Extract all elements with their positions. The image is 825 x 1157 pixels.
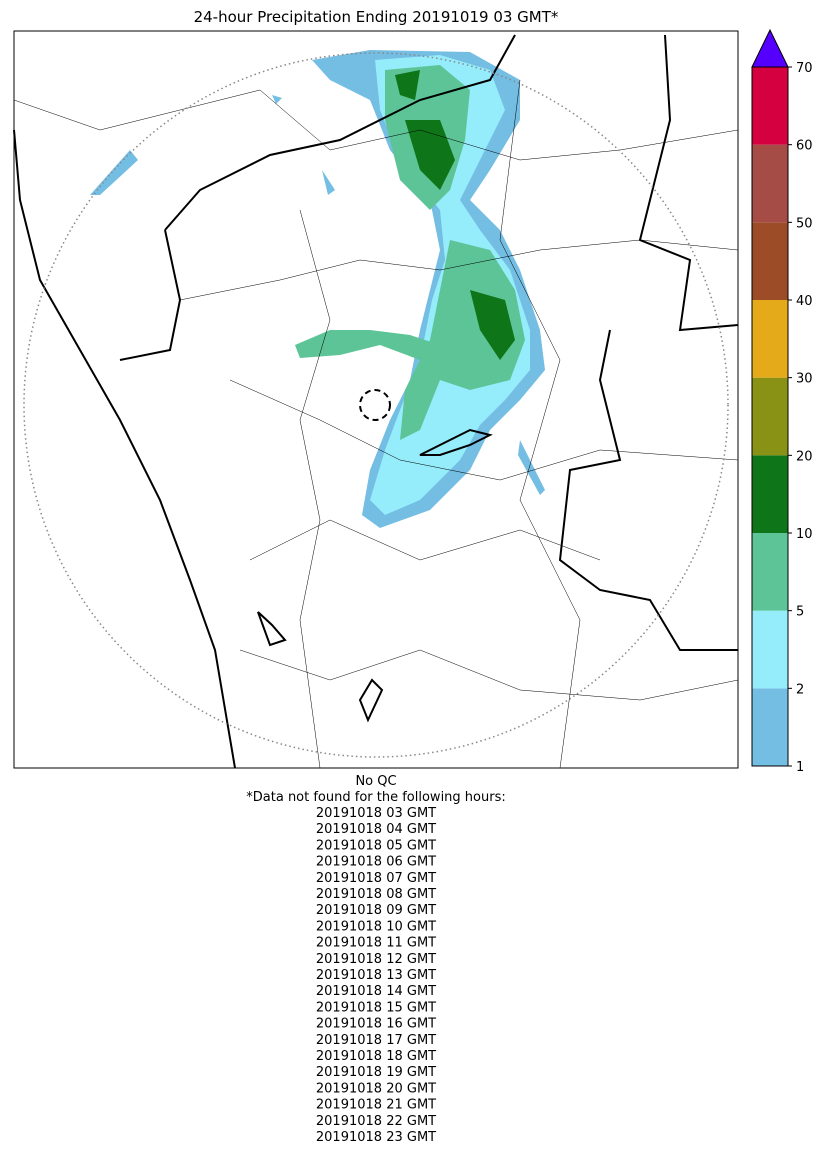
- colorbar-segment: [752, 144, 788, 223]
- colorbar-tick-label: 5: [796, 605, 804, 620]
- colorbar-frame: [751, 66, 789, 767]
- colorbar-tick-label: 10: [796, 527, 813, 542]
- missing-hour: 20191018 12 GMT: [316, 952, 436, 967]
- missing-hour: 20191018 15 GMT: [316, 1000, 436, 1015]
- colorbar-tick-label: 2: [796, 682, 804, 697]
- missing-hour: 20191018 03 GMT: [316, 806, 436, 821]
- colorbar-segment: [752, 222, 788, 300]
- colorbar-segment: [752, 610, 788, 689]
- map: [13, 30, 739, 769]
- missing-note: *Data not found for the following hours:: [246, 790, 505, 805]
- colorbar-tick-label: 30: [796, 372, 813, 387]
- missing-hour: 20191018 14 GMT: [316, 984, 436, 999]
- colorbar-tick-label: 50: [796, 216, 813, 231]
- missing-hour: 20191018 10 GMT: [316, 919, 436, 934]
- missing-hour: 20191018 18 GMT: [316, 1049, 436, 1064]
- missing-hour: 20191018 04 GMT: [316, 822, 436, 837]
- missing-hour: 20191018 06 GMT: [316, 855, 436, 870]
- missing-hour: 20191018 09 GMT: [316, 903, 436, 918]
- missing-hour: 20191018 17 GMT: [316, 1033, 436, 1048]
- colorbar-tick-label: 20: [796, 449, 813, 464]
- missing-hour: 20191018 22 GMT: [316, 1114, 436, 1129]
- missing-hour: 20191018 19 GMT: [316, 1065, 436, 1080]
- footer: No QC *Data not found for the following …: [246, 774, 505, 1145]
- colorbar-tick-label: 1: [796, 760, 804, 775]
- missing-hour: 20191018 08 GMT: [316, 887, 436, 902]
- missing-hour: 20191018 11 GMT: [316, 936, 436, 951]
- colorbar-tick-label: 70: [796, 61, 813, 76]
- colorbar-tick-label: 60: [796, 139, 813, 154]
- colorbar-segment: [752, 67, 788, 145]
- missing-hour: 20191018 07 GMT: [316, 871, 436, 886]
- missing-hour: 20191018 20 GMT: [316, 1081, 436, 1096]
- colorbar-segment: [752, 377, 788, 456]
- missing-hour: 20191018 21 GMT: [316, 1098, 436, 1113]
- missing-hour: 20191018 23 GMT: [316, 1130, 436, 1145]
- map-title: 24-hour Precipitation Ending 20191019 03…: [194, 8, 559, 26]
- missing-hour: 20191018 13 GMT: [316, 968, 436, 983]
- missing-hour: 20191018 16 GMT: [316, 1017, 436, 1032]
- colorbar-segment: [752, 688, 788, 766]
- colorbar: 1 2 5 10 20 30 40 50 60 70: [751, 28, 813, 775]
- colorbar-tick-label: 40: [796, 294, 813, 309]
- colorbar-segment: [752, 300, 788, 378]
- colorbar-segment: [752, 455, 788, 533]
- qc-note: No QC: [355, 774, 396, 789]
- colorbar-extend: [751, 28, 789, 68]
- missing-hour: 20191018 05 GMT: [316, 838, 436, 853]
- colorbar-segment: [752, 533, 788, 611]
